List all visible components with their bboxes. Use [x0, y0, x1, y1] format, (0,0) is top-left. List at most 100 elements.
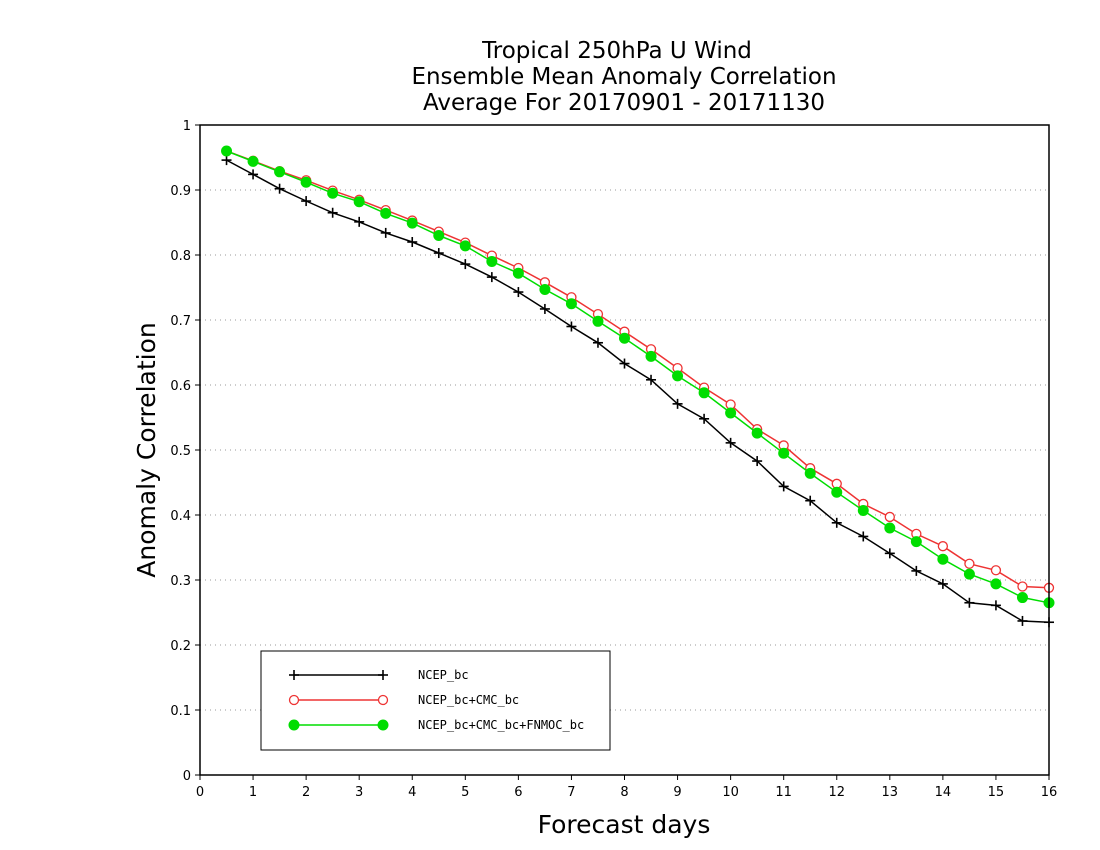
data-point — [592, 337, 603, 348]
legend-marker — [289, 670, 299, 680]
chart-title-line-1: Tropical 250hPa U Wind — [481, 38, 752, 64]
legend-marker — [377, 694, 389, 706]
data-point — [565, 298, 577, 310]
legend-marker — [288, 719, 300, 731]
data-point — [1017, 615, 1028, 626]
data-point — [327, 207, 338, 218]
series-layer — [221, 145, 1055, 628]
data-point — [964, 597, 975, 608]
data-point — [937, 553, 949, 565]
data-point — [274, 183, 285, 194]
data-point — [699, 413, 710, 424]
data-point — [327, 187, 339, 199]
data-point — [433, 248, 444, 259]
data-point — [353, 196, 365, 208]
data-point — [752, 456, 763, 467]
data-point — [460, 259, 471, 270]
series-line — [226, 159, 1050, 624]
data-point — [619, 332, 630, 344]
data-point — [513, 287, 524, 298]
data-point — [725, 437, 736, 448]
data-point — [274, 166, 286, 178]
x-tick-label: 15 — [988, 785, 1005, 800]
data-point — [646, 374, 657, 385]
data-point — [512, 267, 524, 279]
legend-marker — [378, 670, 388, 680]
axis-ticks: 00.10.20.30.40.50.60.70.80.910 1 2 3 4 5 6 7 8 9 1… — [170, 119, 1057, 800]
data-point — [990, 578, 1002, 590]
y-tick-label: 0.9 — [170, 184, 191, 199]
legend-marker — [288, 694, 300, 706]
y-tick-label: 1 — [183, 119, 191, 134]
data-point — [380, 227, 391, 238]
x-tick-label: 4 — [408, 785, 416, 800]
x-axis-label: Forecast days — [538, 810, 711, 839]
chart-title-line-3: Average For 20170901 - 20171130 — [423, 90, 825, 116]
y-tick-label: 0 — [183, 769, 191, 784]
x-tick-label: 12 — [828, 785, 845, 800]
data-point — [486, 272, 497, 283]
series-NCEP_bc+CMC_bc+FNMOC_bc — [221, 145, 1055, 609]
legend-marker — [377, 719, 389, 731]
y-tick-label: 0.3 — [170, 574, 191, 589]
x-tick-label: 1 — [249, 785, 257, 800]
data-point — [911, 565, 922, 576]
data-point — [433, 230, 445, 241]
y-tick-label: 0.2 — [170, 639, 191, 654]
data-point — [963, 568, 975, 580]
x-tick-label: 2 — [302, 785, 310, 800]
x-tick-label: 7 — [567, 785, 575, 800]
x-tick-label: 3 — [355, 785, 363, 800]
data-point — [300, 176, 312, 188]
x-tick-label: 13 — [882, 785, 899, 800]
x-tick-label: 16 — [1041, 785, 1058, 800]
legend-label: NCEP_bc+CMC_bc — [418, 693, 519, 707]
legend-item: NCEP_bc+CMC_bc — [288, 693, 519, 707]
data-point — [301, 196, 312, 207]
x-tick-label: 6 — [514, 785, 522, 800]
data-point — [407, 237, 418, 247]
data-point — [751, 427, 763, 439]
data-point — [884, 548, 895, 559]
y-tick-label: 0.8 — [170, 249, 191, 264]
data-point — [221, 145, 233, 157]
data-point — [486, 256, 498, 267]
legend-item: NCEP_bc+CMC_bc+FNMOC_bc — [288, 718, 584, 732]
data-point — [778, 481, 789, 492]
data-point — [858, 531, 869, 542]
data-point — [645, 350, 657, 362]
data-point — [964, 558, 975, 569]
data-point — [459, 240, 471, 252]
data-point — [804, 467, 816, 479]
data-point — [910, 536, 922, 548]
data-point — [725, 407, 737, 419]
legend-label: NCEP_bc+CMC_bc+FNMOC_bc — [418, 718, 584, 732]
legend-entries: NCEP_bc NCEP_bc+CMC_bc NCEP_bc+CMC_bc+FNMO… — [288, 668, 584, 732]
data-point — [592, 315, 604, 327]
y-tick-label: 0.5 — [170, 444, 191, 459]
legend-label: NCEP_bc — [418, 668, 469, 682]
x-tick-label: 14 — [935, 785, 952, 800]
data-point — [831, 517, 842, 528]
data-point — [248, 169, 259, 180]
data-point — [990, 600, 1001, 611]
series-NCEP_bc — [221, 155, 1054, 628]
data-point — [937, 578, 948, 589]
data-point — [1016, 592, 1028, 604]
legend: NCEP_bc NCEP_bc+CMC_bc NCEP_bc+CMC_bc+FNMO… — [260, 650, 611, 751]
chart-title-line-2: Ensemble Mean Anomaly Correlation — [411, 64, 836, 90]
y-tick-label: 0.1 — [170, 704, 191, 719]
y-axis-label: Anomaly Correlation — [132, 322, 161, 577]
y-tick-label: 0.4 — [170, 509, 191, 524]
data-point — [698, 387, 710, 399]
legend-item: NCEP_bc — [289, 668, 469, 682]
y-tick-label: 0.7 — [170, 314, 191, 329]
data-point — [990, 565, 1002, 576]
data-point — [672, 370, 684, 382]
data-point — [884, 511, 895, 523]
data-point — [539, 283, 551, 295]
data-point — [380, 207, 392, 219]
data-point — [884, 522, 896, 534]
data-point — [247, 155, 259, 167]
